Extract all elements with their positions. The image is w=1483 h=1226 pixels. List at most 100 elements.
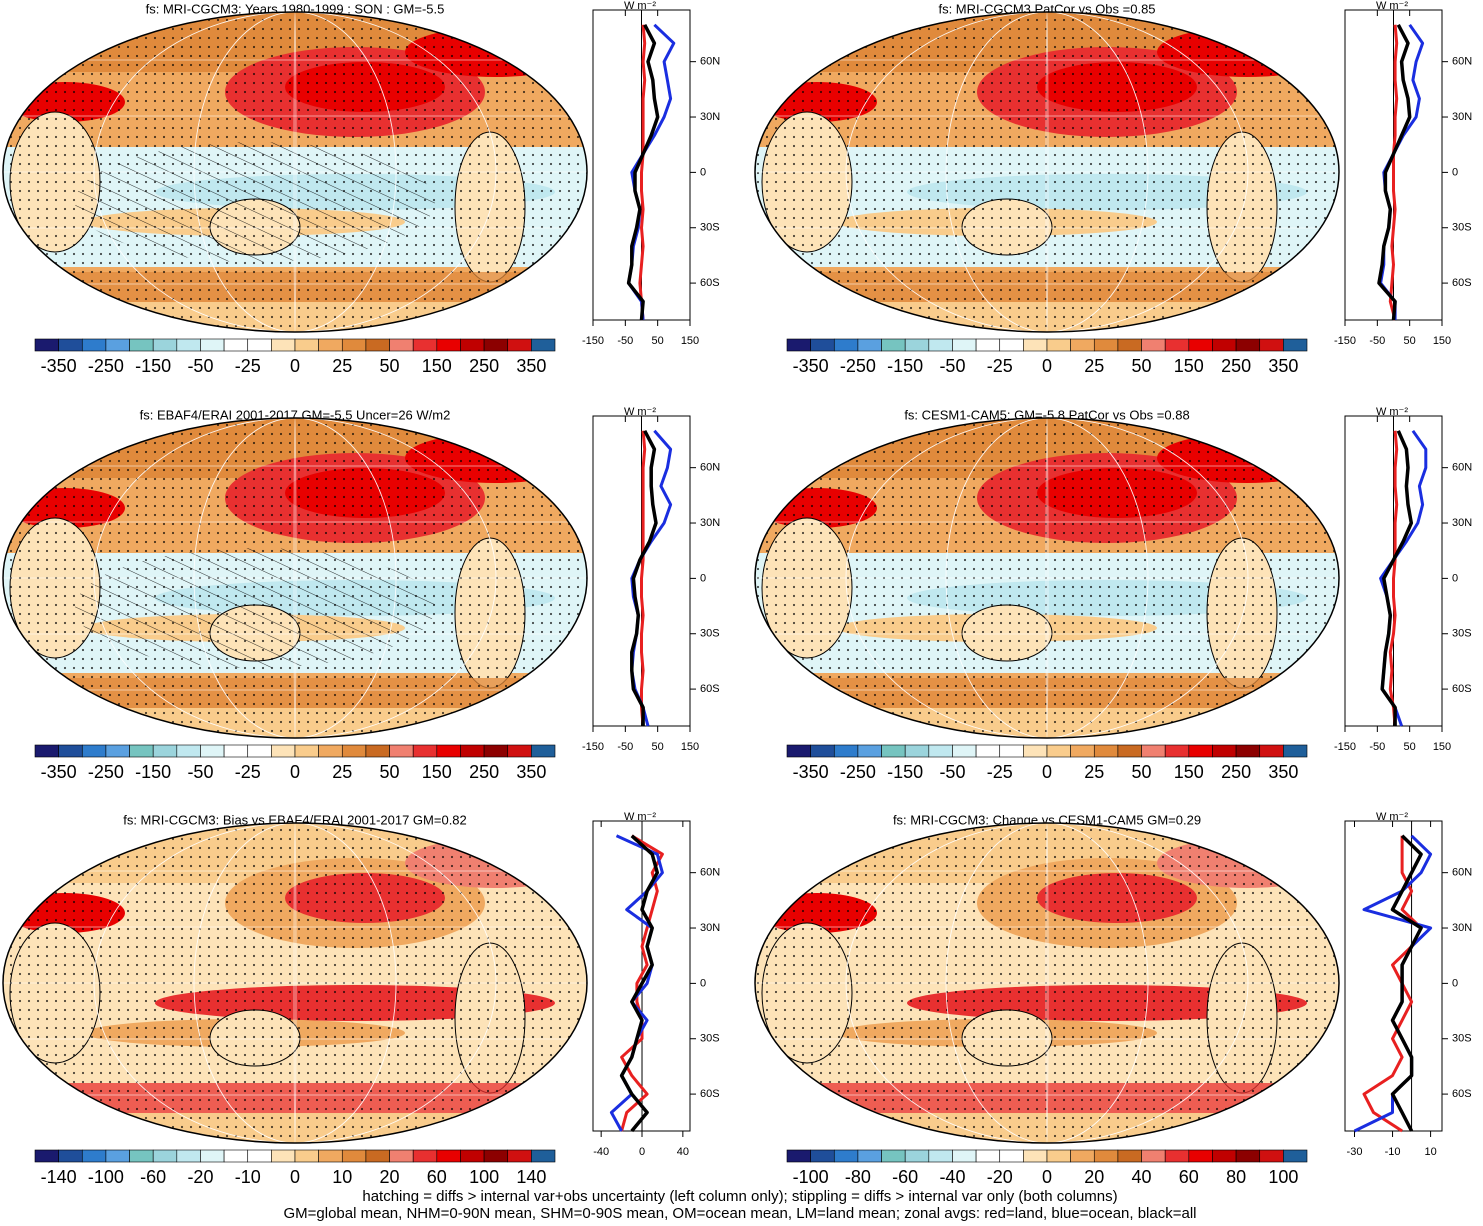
graticule — [945, 12, 1149, 332]
colorbar-box — [152, 338, 178, 352]
colorbar-label: -140 — [41, 1167, 77, 1187]
colorbar-label: 60 — [427, 1167, 447, 1187]
colorbar-box — [365, 338, 390, 352]
colorbar-label: 50 — [1132, 762, 1152, 782]
colorbar-box — [389, 744, 414, 758]
colorbar-label: 350 — [516, 762, 546, 782]
colorbar-label: -60 — [140, 1167, 166, 1187]
colorbar-box — [833, 744, 859, 758]
colorbar-box — [857, 1149, 882, 1163]
colorbar-box — [1046, 744, 1071, 758]
y-tick-label: 60N — [700, 56, 720, 68]
x-tick-label: -30 — [1347, 1146, 1363, 1158]
colorbar-label: -350 — [41, 356, 77, 376]
y-tick-label: 30S — [700, 628, 720, 640]
colorbar-label: -10 — [235, 1167, 261, 1187]
colorbar-label: 0 — [1042, 356, 1052, 376]
colorbar-box — [857, 338, 882, 352]
x-tick-label: -150 — [582, 335, 604, 347]
colorbar-box — [1023, 338, 1048, 352]
colorbar-label: 20 — [1084, 1167, 1104, 1187]
zonal-line — [1353, 834, 1433, 1133]
graticule — [293, 823, 297, 1143]
map — [755, 823, 1339, 1143]
map-frame — [2, 11, 588, 333]
colorbar-box — [507, 1149, 532, 1163]
hatching — [75, 548, 435, 668]
colorbar-box — [1141, 338, 1166, 352]
colorbar-label: 80 — [1226, 1167, 1246, 1187]
colorbar-label: -150 — [135, 762, 171, 782]
colorbar-box — [200, 744, 225, 758]
colorbar-box — [341, 338, 367, 352]
colorbar-box — [247, 744, 272, 758]
colorbar-box — [975, 1149, 1001, 1163]
colorbar-box — [460, 744, 485, 758]
colorbar-label: -25 — [235, 356, 261, 376]
map-frame — [754, 822, 1340, 1144]
y-tick-label: 30N — [700, 111, 720, 123]
colorbar-box — [857, 744, 882, 758]
y-tick-label: 30S — [1452, 628, 1472, 640]
colorbar-label: -250 — [88, 762, 124, 782]
colorbar-box — [1164, 1149, 1190, 1163]
colorbar-label: 250 — [1221, 356, 1251, 376]
colorbar-box — [928, 744, 953, 758]
colorbar-box — [129, 744, 154, 758]
y-tick-label: 0 — [1452, 572, 1458, 584]
colorbar-label: 350 — [516, 356, 546, 376]
colorbar-box — [365, 744, 390, 758]
y-tick-label: 30N — [1452, 517, 1472, 529]
colorbar-box — [318, 744, 343, 758]
colorbar-box — [1046, 1149, 1071, 1163]
zonal-line — [1379, 429, 1428, 727]
colorbar-box — [1259, 744, 1284, 758]
x-tick-label: -50 — [1369, 741, 1385, 753]
colorbar-label: -100 — [88, 1167, 124, 1187]
y-tick-label: 60S — [1452, 683, 1472, 695]
colorbar-box — [247, 1149, 272, 1163]
panel-title: fs: MRI-CGCM3 PatCor vs Obs =0.85 — [938, 1, 1155, 16]
colorbar-label: 25 — [1084, 356, 1104, 376]
colorbar-box — [294, 744, 319, 758]
colorbar-box — [1212, 744, 1237, 758]
colorbar-box — [412, 338, 438, 352]
colorbar-box — [1188, 1149, 1213, 1163]
colorbar-box — [1212, 338, 1237, 352]
graticule — [193, 12, 397, 332]
colorbar-box — [1117, 1149, 1142, 1163]
colorbar-label: -20 — [987, 1167, 1013, 1187]
colorbar-box — [129, 338, 154, 352]
colorbar-box — [999, 1149, 1024, 1163]
x-tick-label: -50 — [617, 741, 633, 753]
zonal-line — [1388, 24, 1399, 321]
colorbar-box — [81, 338, 107, 352]
x-tick-label: 10 — [1424, 1146, 1436, 1158]
colorbar-box — [483, 1149, 509, 1163]
colorbar-label: -20 — [187, 1167, 213, 1187]
y-tick-label: 30S — [700, 222, 720, 234]
colorbar-label: -250 — [840, 356, 876, 376]
map-frame — [2, 417, 588, 739]
panel-title: fs: EBAF4/ERAI 2001-2017 GM=-5.5 Uncer=2… — [140, 407, 451, 422]
colorbar-label: -350 — [41, 762, 77, 782]
colorbar-box — [904, 744, 930, 758]
colorbar-box — [1070, 1149, 1095, 1163]
colorbar-box — [1093, 744, 1119, 758]
y-tick-label: 60S — [700, 1088, 720, 1100]
colorbar-label: 25 — [332, 762, 352, 782]
colorbar-box — [436, 1149, 461, 1163]
colorbar-box — [1070, 338, 1095, 352]
x-tick-label: 50 — [652, 335, 664, 347]
colorbar-label: -150 — [887, 356, 923, 376]
colorbar-box — [975, 338, 1001, 352]
colorbar-label: 250 — [469, 762, 499, 782]
graticule — [945, 823, 1149, 1143]
colorbar-label: 0 — [1042, 1167, 1052, 1187]
colorbar-box — [786, 744, 811, 758]
y-tick-label: 30N — [700, 517, 720, 529]
colorbar-box — [1259, 338, 1284, 352]
colorbar-box — [271, 744, 296, 758]
colorbar-box — [412, 744, 438, 758]
graticule — [293, 418, 297, 738]
